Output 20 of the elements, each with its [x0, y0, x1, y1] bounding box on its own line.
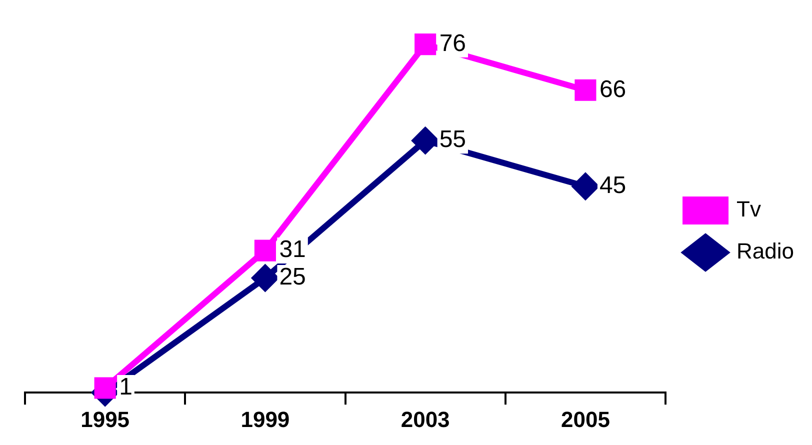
- point: [254, 240, 276, 262]
- data-label: 1: [119, 374, 132, 401]
- legend-label: Tv: [736, 196, 761, 222]
- point: [412, 128, 438, 154]
- data-label: 45: [599, 172, 626, 200]
- x-tick-label: 2003: [400, 406, 450, 432]
- x-tick-label: 2005: [560, 406, 610, 432]
- data-label: 25: [279, 264, 306, 291]
- point: [574, 79, 596, 101]
- data-label: 31: [279, 236, 306, 264]
- x-tick-label: 1995: [80, 406, 130, 432]
- data-label: 76: [439, 30, 466, 57]
- data-label: 55: [439, 126, 466, 154]
- x-tick-label: 1999: [240, 406, 290, 432]
- data-label: 66: [599, 76, 626, 103]
- point: [572, 173, 598, 200]
- legend-label: Radio: [736, 238, 794, 264]
- point: [94, 377, 116, 399]
- point: [414, 34, 436, 56]
- point: [252, 265, 278, 292]
